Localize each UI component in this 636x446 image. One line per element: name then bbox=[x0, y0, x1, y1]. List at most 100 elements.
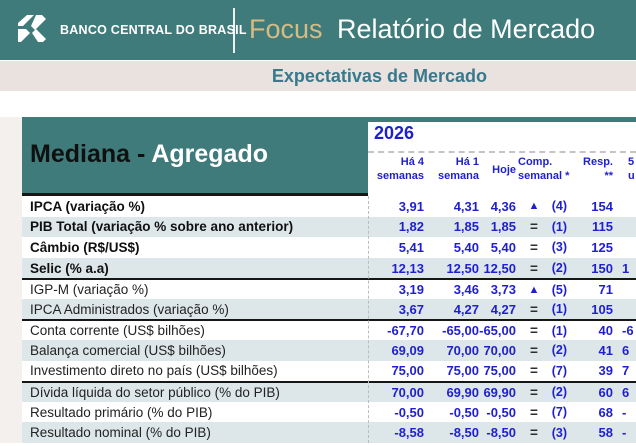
value-today: 12,50 bbox=[483, 260, 516, 276]
comparison-count: (5) bbox=[551, 282, 567, 297]
respondents-count: 150 bbox=[591, 260, 613, 276]
comparison-count: (2) bbox=[551, 343, 567, 358]
value-4-weeks-ago: 12,13 bbox=[391, 260, 424, 276]
respondents-count: 41 bbox=[598, 342, 613, 358]
table-row: Dívida líquida do setor público (% do PI… bbox=[22, 381, 636, 402]
row-label: IPCA Administrados (variação %) bbox=[30, 301, 229, 317]
label-values-dashed-divider bbox=[368, 196, 369, 443]
next-column-partial-value: -6 bbox=[622, 323, 634, 339]
trend-icon: = bbox=[530, 384, 538, 400]
value-4-weeks-ago: 69,09 bbox=[391, 342, 424, 358]
value-4-weeks-ago: 3,91 bbox=[398, 198, 424, 214]
trend-icon: ▲ bbox=[528, 283, 540, 296]
table-row: Câmbio (R$/US$) 5,41 5,40 5,40 = (3) 125 bbox=[22, 237, 636, 258]
next-column-partial-value: 6 bbox=[622, 384, 630, 400]
value-today: 70,00 bbox=[483, 342, 516, 358]
value-today: 1,85 bbox=[490, 219, 516, 235]
table-row: IPCA Administrados (variação %) 3,67 4,2… bbox=[22, 298, 636, 320]
respondents-count: 40 bbox=[598, 323, 613, 339]
col-header-line: Hoje bbox=[492, 164, 516, 176]
comparison-count: (1) bbox=[551, 323, 567, 338]
col-header-respondents: Resp. ** bbox=[563, 155, 613, 184]
next-column-partial-value: 6 bbox=[622, 342, 630, 358]
row-label: PIB Total (variação % sobre ano anterior… bbox=[30, 219, 294, 235]
respondents-count: 58 bbox=[598, 425, 613, 441]
year-panel: 2026 Há 4 semanas Há 1 semana Hoje Comp.… bbox=[368, 122, 636, 196]
respondents-count: 68 bbox=[598, 404, 613, 420]
header-divider bbox=[233, 8, 235, 53]
respondents-count: 154 bbox=[591, 198, 613, 214]
section-title: Expectativas de Mercado bbox=[271, 66, 487, 86]
next-column-partial-value: - bbox=[622, 425, 627, 441]
respondents-count: 60 bbox=[598, 384, 613, 400]
col-header-line: 5 bbox=[628, 156, 635, 168]
value-4-weeks-ago: 1,82 bbox=[398, 219, 424, 235]
left-gutter bbox=[0, 117, 22, 443]
col-header-line: Há 4 bbox=[400, 156, 424, 168]
row-label: Resultado primário (% do PIB) bbox=[30, 404, 213, 420]
value-today: 75,00 bbox=[483, 363, 516, 379]
value-1-week-ago: 69,90 bbox=[446, 384, 479, 400]
respondents-count: 115 bbox=[592, 219, 613, 235]
col-header-4-weeks-ago: Há 4 semanas bbox=[354, 155, 424, 184]
respondents-count: 71 bbox=[598, 282, 613, 298]
row-label: Selic (% a.a) bbox=[30, 260, 109, 276]
col-header-line: Há 1 bbox=[455, 156, 479, 168]
bank-name-label: BANCO CENTRAL DO BRASIL bbox=[60, 22, 247, 37]
bank-logo: BANCO CENTRAL DO BRASIL bbox=[18, 15, 247, 44]
comparison-count: (7) bbox=[551, 363, 567, 378]
trend-icon: = bbox=[530, 342, 538, 358]
expectations-table: Mediana - Agregado 2026 Há 4 semanas Há … bbox=[22, 117, 636, 443]
row-label: Dívida líquida do setor público (% do PI… bbox=[30, 384, 280, 400]
table-row: IGP-M (variação %) 3,19 3,46 3,73 ▲ (5) … bbox=[22, 278, 636, 299]
row-label: Resultado nominal (% do PIB) bbox=[30, 425, 211, 441]
col-header-line: semana bbox=[438, 170, 479, 183]
comparison-count: (2) bbox=[551, 261, 567, 276]
next-column-partial-value bbox=[622, 237, 636, 258]
comparison-count: (1) bbox=[551, 302, 567, 317]
year-label: 2026 bbox=[374, 123, 415, 143]
col-header-next-clipped: 5 u bbox=[628, 155, 636, 184]
bcb-logo-icon bbox=[18, 15, 46, 42]
col-header-today: Hoje bbox=[470, 163, 516, 177]
section-band: Expectativas de Mercado bbox=[0, 61, 636, 91]
col-header-1-week-ago: Há 1 semana bbox=[415, 155, 479, 184]
value-4-weeks-ago: 70,00 bbox=[391, 384, 424, 400]
value-today: 3,73 bbox=[490, 282, 516, 298]
comparison-count: (7) bbox=[551, 405, 567, 420]
value-today: -65,00 bbox=[479, 323, 516, 339]
next-column-partial-value bbox=[622, 299, 636, 320]
trend-icon: = bbox=[530, 219, 538, 235]
comparison-count: (3) bbox=[551, 425, 567, 440]
value-4-weeks-ago: -8,58 bbox=[394, 425, 424, 441]
trend-icon: = bbox=[530, 260, 538, 276]
comparison-count: (3) bbox=[551, 240, 567, 255]
col-header-line: semanal * bbox=[518, 170, 570, 183]
value-1-week-ago: 12,50 bbox=[446, 260, 479, 276]
value-1-week-ago: 3,46 bbox=[453, 282, 479, 298]
table-row: Conta corrente (US$ bilhões) -67,70 -65,… bbox=[22, 319, 636, 341]
table-row: IPCA (variação %) 3,91 4,31 4,36 ▲ (4) 1… bbox=[22, 196, 636, 217]
value-1-week-ago: 4,31 bbox=[453, 198, 479, 214]
value-today: 4,36 bbox=[490, 198, 516, 214]
value-4-weeks-ago: 75,00 bbox=[391, 363, 424, 379]
value-1-week-ago: -0,50 bbox=[449, 404, 479, 420]
row-label: Balança comercial (US$ bilhões) bbox=[30, 342, 226, 358]
table-row: Resultado primário (% do PIB) -0,50 -0,5… bbox=[22, 401, 636, 423]
table-row: Selic (% a.a) 12,13 12,50 12,50 = (2) 15… bbox=[22, 257, 636, 279]
comparison-count: (4) bbox=[551, 199, 567, 214]
trend-icon: ▲ bbox=[528, 200, 540, 213]
value-4-weeks-ago: 3,19 bbox=[398, 282, 424, 298]
row-label: Conta corrente (US$ bilhões) bbox=[30, 323, 205, 339]
next-column-partial-value: 7 bbox=[622, 363, 630, 379]
value-today: 5,40 bbox=[490, 239, 516, 255]
next-column-partial-value bbox=[622, 217, 636, 238]
value-1-week-ago: 75,00 bbox=[446, 363, 479, 379]
col-header-line: semanas bbox=[376, 170, 424, 183]
table-row: Balança comercial (US$ bilhões) 69,09 70… bbox=[22, 340, 636, 361]
table-row: Investimento direto no país (US$ bilhões… bbox=[22, 360, 636, 382]
value-4-weeks-ago: -0,50 bbox=[394, 404, 424, 420]
row-label: Câmbio (R$/US$) bbox=[30, 239, 140, 255]
value-1-week-ago: 1,85 bbox=[453, 219, 479, 235]
value-1-week-ago: -65,00 bbox=[442, 323, 479, 339]
